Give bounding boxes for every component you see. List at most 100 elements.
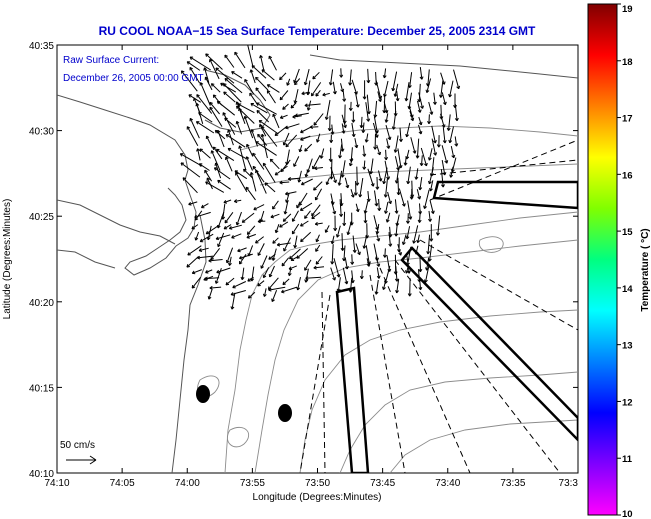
current-vector: [362, 234, 368, 249]
station-marker-east: [278, 404, 292, 422]
current-vector: [210, 150, 221, 171]
current-vector: [297, 170, 302, 183]
current-vector: [352, 235, 357, 253]
current-vector: [427, 148, 433, 161]
current-vector: [215, 234, 231, 241]
current-vector: [395, 279, 400, 294]
current-vector: [223, 83, 242, 103]
current-vector: [268, 55, 277, 71]
current-vector: [300, 231, 312, 243]
current-vector: [309, 125, 319, 130]
current-vector: [366, 68, 371, 84]
current-vector: [385, 124, 392, 141]
current-vector: [336, 277, 341, 292]
current-vector: [255, 169, 267, 194]
current-vector: [198, 247, 209, 252]
current-vector: [196, 94, 213, 114]
current-vector: [217, 232, 225, 248]
current-vector: [423, 189, 430, 209]
current-vector: [209, 106, 223, 127]
x-tick-label: 73:3: [559, 478, 579, 489]
current-vector: [391, 71, 398, 92]
current-vector: [283, 237, 291, 252]
current-vector: [194, 211, 211, 219]
current-vector: [432, 92, 437, 105]
current-vector: [403, 156, 408, 166]
x-tick-label: 74:00: [175, 478, 200, 489]
current-vector: [268, 253, 276, 260]
current-vector: [210, 83, 221, 93]
current-vector: [231, 71, 243, 79]
dump-site-east: [432, 180, 578, 210]
colorbar-tick-label: 13: [622, 341, 633, 352]
current-vector: [416, 189, 422, 200]
current-vector: [227, 147, 247, 160]
current-vector: [418, 277, 423, 291]
current-vector: [199, 148, 211, 159]
current-vector: [235, 172, 248, 193]
current-vector: [448, 126, 454, 144]
current-vector: [333, 258, 341, 278]
current-vector: [268, 286, 286, 292]
dump-site-southeast: [400, 246, 578, 442]
current-vector: [324, 225, 330, 233]
current-vector: [279, 180, 290, 185]
current-vector: [386, 138, 391, 149]
current-vector: [291, 210, 299, 222]
current-vector: [186, 61, 201, 71]
current-vector: [375, 256, 381, 267]
current-vector: [279, 114, 288, 119]
current-vector: [414, 245, 419, 255]
current-vector: [255, 236, 265, 244]
current-vector: [407, 200, 413, 220]
current-vector: [348, 101, 353, 111]
shipping-lanes: [299, 139, 578, 473]
current-vector: [243, 168, 254, 179]
current-vector: [376, 232, 381, 242]
current-vector: [215, 148, 235, 162]
current-vector: [255, 141, 277, 156]
current-vector: [291, 223, 300, 235]
current-vector: [374, 190, 379, 207]
current-vector: [256, 102, 277, 115]
x-tick-label: 73:35: [500, 478, 525, 489]
current-vector: [304, 103, 321, 108]
current-vector: [362, 80, 367, 100]
current-vector: [394, 221, 399, 237]
current-vector: [188, 201, 198, 206]
current-vector: [435, 215, 441, 236]
current-vector: [205, 53, 223, 70]
bay-outline: [204, 69, 271, 133]
current-vector: [407, 278, 412, 297]
current-vector: [315, 234, 320, 243]
current-vector: [282, 213, 292, 222]
current-vector: [251, 65, 267, 79]
station-marker-west: [196, 385, 210, 403]
current-vector: [405, 122, 411, 138]
current-vector: [204, 276, 220, 281]
current-vector: [181, 70, 198, 92]
current-vector: [376, 267, 381, 279]
current-vector: [364, 133, 369, 143]
current-vector: [331, 200, 337, 215]
current-vector: [300, 135, 311, 141]
y-axis-ticks: 40:35 40:30 40:25 40:20 40:15 40:10: [29, 41, 578, 480]
current-vector: [300, 220, 309, 227]
x-tick-label: 73:40: [435, 478, 460, 489]
current-vector: [395, 91, 400, 102]
x-tick-label: 74:10: [44, 478, 69, 489]
current-vector: [281, 286, 298, 294]
current-vector: [220, 82, 237, 93]
current-vector: [359, 270, 364, 280]
current-vector: [224, 78, 243, 94]
current-vector: [257, 243, 265, 256]
current-vector: [191, 269, 202, 275]
current-vector: [311, 204, 321, 217]
current-vector: [414, 168, 419, 180]
current-vector: [382, 68, 387, 79]
current-vector: [240, 267, 245, 281]
current-vector: [293, 235, 298, 249]
dump-site-south: [335, 286, 370, 473]
plot-frame: [56, 44, 579, 474]
current-vector: [223, 199, 232, 204]
